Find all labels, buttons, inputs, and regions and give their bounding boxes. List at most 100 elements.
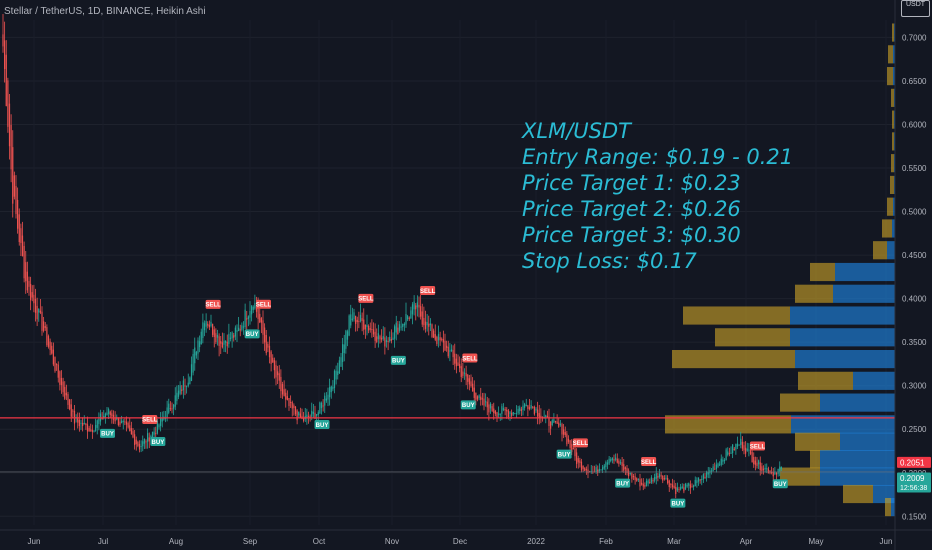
candle-body (402, 323, 404, 328)
candle-body (342, 344, 344, 363)
currency-badge[interactable]: USDT (901, 0, 930, 17)
candle-body (410, 310, 412, 319)
candle-body (428, 323, 430, 327)
candle-body (208, 324, 210, 328)
candle-body (298, 411, 300, 416)
candle-body (171, 408, 173, 410)
candle-body (611, 457, 613, 461)
vp-bar-down (835, 262, 895, 282)
candle-body (355, 315, 357, 324)
candle-body (299, 413, 301, 419)
buy-signal: BUY (314, 420, 330, 430)
candle-body (660, 475, 662, 477)
candle-body (51, 345, 53, 354)
candle-body (137, 441, 139, 446)
candle-body (741, 441, 743, 449)
candle-body (303, 417, 305, 421)
candle-body (134, 434, 136, 446)
candle-body (764, 467, 766, 470)
candle-body (374, 331, 376, 341)
buy-signal: BUY (772, 479, 788, 489)
vp-bar-up (810, 450, 820, 469)
candle-body (624, 467, 626, 469)
buy-signal: BUY (100, 428, 115, 438)
y-tick-label: 0.3500 (902, 338, 927, 347)
candle-body (441, 338, 443, 340)
candle-body (169, 408, 171, 410)
price-axis[interactable]: 0.7000 0.6500 0.6000 0.5500 0.5000 0.4500 0.40… (894, 0, 931, 550)
candle-body (449, 350, 451, 352)
candle-body (104, 413, 106, 418)
candle-body (550, 421, 552, 429)
candle-body (168, 403, 170, 413)
candle-body (385, 340, 388, 342)
candle-body (494, 410, 496, 414)
price-label-text: 0.2009 (900, 474, 925, 483)
candle-body (70, 404, 72, 417)
price-label-tag (897, 472, 931, 493)
candle-body (203, 323, 206, 331)
signal-badge (244, 329, 260, 339)
candle-body (135, 439, 137, 445)
candle-body (736, 443, 739, 447)
signal-label: BUY (774, 482, 787, 488)
candle-body (732, 444, 734, 454)
vp-bar-up (887, 67, 893, 86)
x-tick-label: 2022 (527, 537, 545, 546)
vp-bar-up (795, 284, 833, 303)
candle-body (683, 487, 685, 492)
candle-body (668, 480, 670, 488)
candle-body (23, 245, 25, 279)
vp-bar-down (790, 306, 895, 325)
candle-body (644, 485, 646, 487)
candle-body (202, 322, 204, 338)
candle-body (714, 468, 716, 470)
symbol-title[interactable]: Stellar / TetherUS, 1D, BINANCE, Heikin … (4, 6, 206, 17)
vp-bar-up (891, 88, 894, 107)
candle-body (774, 471, 776, 475)
vp-bar-up (665, 415, 791, 434)
candle-body (333, 370, 336, 389)
price-label-text: 0.2051 (900, 458, 925, 467)
annotation-line: XLM/USDT (522, 119, 631, 143)
candle-body (572, 448, 574, 450)
candle-body (554, 420, 557, 422)
candle-body (265, 335, 267, 354)
candle-body (280, 376, 282, 392)
candle-body (590, 471, 592, 473)
candle-body (740, 438, 742, 445)
candle-body (631, 473, 633, 479)
candle-body (389, 336, 391, 342)
candle-body (457, 362, 459, 366)
candle-body (156, 421, 158, 434)
y-tick-label: 0.5500 (902, 164, 927, 173)
candle-body (77, 417, 79, 423)
candle-body (377, 333, 379, 340)
candle-body (353, 312, 355, 320)
candle-body (493, 408, 495, 414)
candle-body (775, 472, 778, 475)
candle-body (519, 407, 521, 412)
candle-body (340, 357, 342, 367)
signal-label: BUY (462, 403, 475, 409)
candle-body (645, 480, 648, 486)
candle-body (173, 404, 175, 409)
candle-body (12, 147, 14, 204)
candle-body (603, 465, 605, 469)
sell-signal: SELL (420, 286, 436, 296)
signal-badge (670, 498, 686, 508)
candle-body (199, 341, 201, 348)
vp-bar-down (891, 498, 895, 517)
candle-body (117, 418, 119, 426)
candle-body (36, 305, 38, 320)
candle-body (465, 373, 467, 377)
vp-bar-down (820, 467, 895, 486)
candle-body (675, 486, 677, 494)
candle-body (749, 449, 752, 454)
vp-bar-down (790, 328, 895, 347)
time-axis[interactable]: Jun Jul Aug Sep Oct Nov Dec 2022 Feb Mar Apr May Jun (0, 529, 932, 546)
candle-body (475, 392, 477, 400)
candle-body (376, 336, 378, 343)
candle-body (403, 323, 405, 326)
